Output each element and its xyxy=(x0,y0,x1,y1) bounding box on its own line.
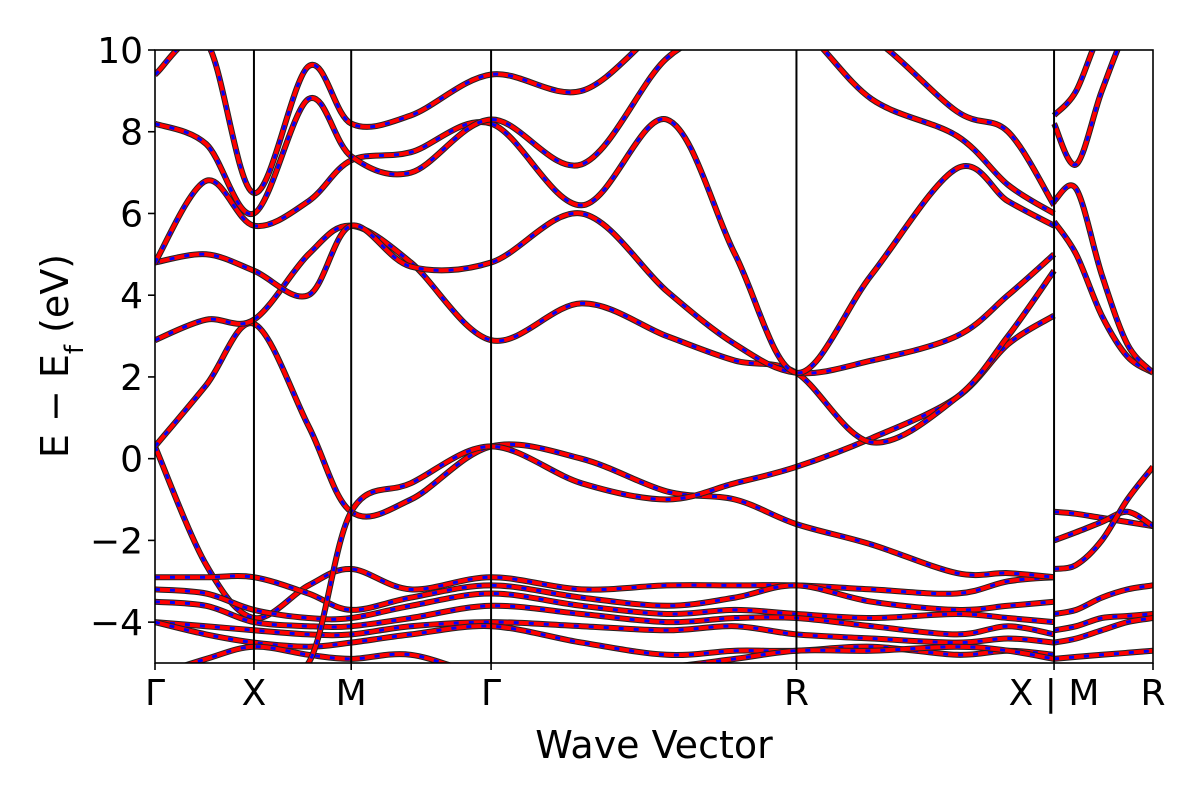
band-18-line-a xyxy=(1053,583,1153,616)
band-4 xyxy=(155,598,1055,638)
band-7-line-a xyxy=(186,644,1055,663)
band-21-line-b xyxy=(1053,649,1153,661)
band-24-line-a xyxy=(1052,50,1120,167)
band-12 xyxy=(155,116,1056,376)
band-17-line-b xyxy=(1053,465,1153,571)
y-tick-label-3: 0 xyxy=(120,440,143,481)
band-13 xyxy=(155,50,1056,217)
y-tick-label-8: 10 xyxy=(97,31,143,72)
y-tick-label-6: 6 xyxy=(120,194,143,235)
bands-layer xyxy=(155,50,1153,663)
x-tick-label-6: X | M xyxy=(1009,673,1100,714)
y-axis-label: E − Ef (eV) xyxy=(33,254,90,458)
x-tick-label-1: Γ xyxy=(145,673,165,714)
y-label-main: E − E xyxy=(33,354,77,458)
band-11 xyxy=(155,210,1057,377)
band-15 xyxy=(1053,508,1153,530)
band-18 xyxy=(1053,582,1153,617)
band-6-line-a xyxy=(155,620,1055,658)
y-tick-label-4: 2 xyxy=(120,358,143,399)
band-5-line-a xyxy=(155,620,1055,645)
band-20-line-b xyxy=(1053,616,1153,645)
band-24 xyxy=(1051,50,1121,168)
band-16 xyxy=(1053,508,1153,544)
band-21 xyxy=(1053,647,1153,662)
band-5 xyxy=(155,619,1055,646)
y-label-subscript: f xyxy=(60,344,90,354)
band-13-line-b xyxy=(155,50,1055,216)
band-2 xyxy=(155,573,1055,613)
band-10 xyxy=(155,222,1057,446)
band-12-line-a xyxy=(155,117,1056,375)
band-4-line-a xyxy=(155,599,1055,637)
band-3-line-a xyxy=(155,587,1055,625)
y-axis-ticks: −4 −2 0 2 4 6 8 10 xyxy=(90,31,155,644)
x-tick-label-3: M xyxy=(336,673,367,714)
band-2-line-b xyxy=(155,574,1055,612)
band-15-line-b xyxy=(1053,510,1153,528)
x-tick-label-2: X xyxy=(242,673,267,714)
band-19 xyxy=(1053,611,1153,634)
band-8-line-b xyxy=(155,321,1055,579)
band-11-line-b xyxy=(155,211,1056,375)
band-10-line-a xyxy=(155,223,1056,445)
band-19-line-b xyxy=(1053,612,1153,632)
band-25-line-a xyxy=(1052,50,1095,117)
band-22-line-b xyxy=(1052,220,1153,375)
x-tick-label-5: R xyxy=(784,673,809,714)
band-25 xyxy=(1051,50,1096,118)
band-9 xyxy=(304,313,1056,663)
y-tick-label-7: 8 xyxy=(120,113,143,154)
y-tick-label-2: −2 xyxy=(90,521,143,562)
band-20 xyxy=(1053,615,1153,646)
x-axis-label: Wave Vector xyxy=(535,723,773,767)
x-tick-label-4: Γ xyxy=(481,673,501,714)
kpoint-lines xyxy=(252,50,1056,663)
band-6 xyxy=(155,619,1055,659)
band-9-line-b xyxy=(306,314,1055,663)
y-tick-label-1: −4 xyxy=(90,603,143,644)
band-3 xyxy=(155,586,1055,626)
plot-frame xyxy=(154,49,1154,664)
band-23 xyxy=(1052,182,1153,375)
band-16-line-b xyxy=(1053,510,1153,542)
y-label-unit: (eV) xyxy=(33,254,77,345)
band-17 xyxy=(1053,464,1153,572)
plot-background xyxy=(155,50,1153,663)
band-23-line-b xyxy=(1053,183,1153,374)
band-8 xyxy=(155,320,1055,581)
band-7 xyxy=(182,643,1055,663)
x-tick-label-7: R xyxy=(1140,673,1165,714)
x-axis-ticks: Γ X M Γ R X | M R xyxy=(145,663,1166,714)
band-22 xyxy=(1051,219,1153,376)
y-tick-label-5: 4 xyxy=(120,276,143,317)
